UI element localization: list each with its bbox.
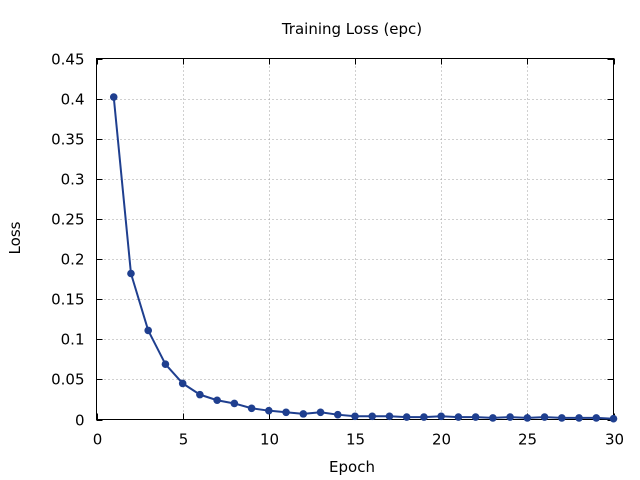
y-tick-label: 0.2 <box>61 251 85 269</box>
x-tick-label: 15 <box>346 431 365 449</box>
data-point <box>385 412 394 421</box>
data-point <box>437 412 445 421</box>
data-point <box>299 410 308 418</box>
y-axis-title: Loss <box>6 221 24 254</box>
y-tick-label: 0.15 <box>51 291 84 309</box>
data-point <box>454 413 463 421</box>
data-point <box>506 413 514 421</box>
data-point <box>127 269 135 278</box>
x-axis-title: Epoch <box>329 458 375 476</box>
data-point <box>282 408 290 417</box>
y-tick-label: 0.25 <box>51 211 84 229</box>
x-tick-labels: 0 5 10 15 20 25 30 <box>93 431 624 449</box>
data-point <box>489 414 497 422</box>
data-point <box>592 414 601 422</box>
data-point <box>196 390 204 399</box>
data-point <box>540 413 549 421</box>
y-tick-label: 0 <box>75 412 85 430</box>
data-point <box>144 326 152 335</box>
y-tick-label: 0.1 <box>61 331 85 349</box>
data-point <box>316 408 325 417</box>
y-tick-label: 0.3 <box>61 171 85 189</box>
y-tick-label: 0.35 <box>51 131 84 149</box>
y-tick-label: 0.45 <box>51 51 84 69</box>
data-point <box>558 414 566 422</box>
data-point <box>178 379 187 388</box>
data-point <box>523 414 532 422</box>
y-tick-label: 0.4 <box>61 91 85 109</box>
data-point <box>265 406 273 415</box>
data-point <box>575 414 583 422</box>
data-point <box>351 412 359 421</box>
x-tick-label: 10 <box>260 431 279 449</box>
data-point <box>402 413 411 421</box>
x-tick-label: 20 <box>432 431 451 449</box>
y-tick-label: 0.05 <box>51 371 84 389</box>
x-tick-label: 5 <box>179 431 189 449</box>
x-tick-label: 0 <box>93 431 103 449</box>
data-point <box>368 412 377 421</box>
y-tick-labels: 0 0.05 0.1 0.15 0.2 0.25 0.3 0.35 0.4 0.45 <box>51 51 84 430</box>
data-point <box>247 404 256 413</box>
data-point <box>333 410 342 419</box>
data-point <box>230 399 239 408</box>
x-tick-label: 30 <box>605 431 624 449</box>
x-tick-label: 25 <box>518 431 537 449</box>
data-point <box>420 413 428 421</box>
series-layer <box>109 93 618 423</box>
data-point <box>213 396 221 405</box>
data-point <box>471 413 480 421</box>
data-point <box>609 414 618 423</box>
series-line <box>112 96 614 420</box>
grid-lines <box>96 58 614 420</box>
data-point <box>161 360 170 368</box>
data-point <box>109 93 118 101</box>
chart-title: Training Loss (epc) <box>281 20 422 38</box>
